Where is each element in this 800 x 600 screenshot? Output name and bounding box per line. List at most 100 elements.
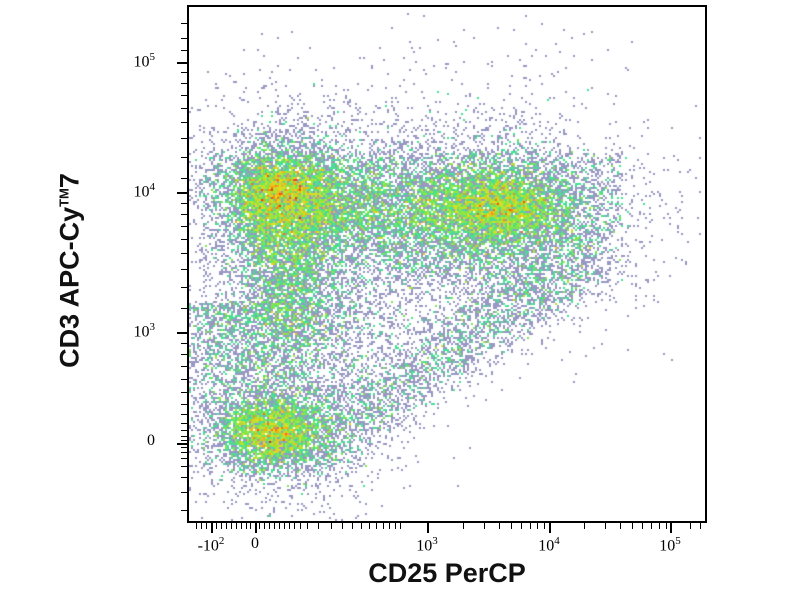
x-axis-minor-tick xyxy=(544,523,545,529)
y-axis-tick-label: 0 xyxy=(147,432,155,449)
x-axis-tick-label: 103 xyxy=(416,535,438,555)
x-axis-major-tick xyxy=(211,523,213,533)
x-axis-minor-tick xyxy=(342,523,343,529)
y-axis-tick-label: 103 xyxy=(133,321,156,341)
y-axis-minor-tick xyxy=(181,203,187,204)
y-axis-minor-tick xyxy=(181,214,187,215)
y-axis-minor-tick xyxy=(181,354,187,355)
x-axis-minor-tick xyxy=(231,523,232,529)
x-axis-minor-tick xyxy=(221,523,222,529)
x-axis-minor-tick xyxy=(226,523,227,529)
x-axis-minor-tick xyxy=(666,523,667,529)
x-axis-tick-label: -102 xyxy=(197,535,225,555)
x-axis-minor-tick xyxy=(389,523,390,529)
x-axis-minor-tick xyxy=(521,523,522,529)
x-axis-minor-tick xyxy=(700,523,701,529)
x-axis-minor-tick xyxy=(463,523,464,529)
y-axis-minor-tick xyxy=(181,253,187,254)
trademark-mark: TM xyxy=(56,188,72,207)
x-axis-minor-tick xyxy=(206,523,207,529)
x-axis-minor-tick xyxy=(651,523,652,529)
y-axis-minor-tick xyxy=(181,239,187,240)
y-axis-minor-tick xyxy=(181,379,187,380)
y-axis-tick-label: 104 xyxy=(133,181,156,201)
y-axis-minor-tick xyxy=(181,178,187,179)
x-axis-minor-tick xyxy=(300,523,301,529)
y-axis-minor-tick xyxy=(181,226,187,227)
x-axis-minor-tick xyxy=(530,523,531,529)
x-axis-minor-tick xyxy=(318,523,319,529)
x-axis-minor-tick xyxy=(395,523,396,529)
x-axis-minor-tick xyxy=(632,523,633,529)
x-axis-tick-label: 104 xyxy=(538,535,560,555)
x-axis-minor-tick xyxy=(269,523,270,529)
x-axis-minor-tick xyxy=(307,523,308,529)
y-axis-minor-tick xyxy=(181,440,187,441)
y-axis-minor-tick xyxy=(181,83,187,84)
x-axis-minor-tick xyxy=(284,523,285,529)
x-axis-minor-tick xyxy=(264,523,265,529)
x-axis-tick-label: 0 xyxy=(251,535,259,552)
x-axis-minor-tick xyxy=(361,523,362,529)
y-axis-minor-tick xyxy=(181,108,187,109)
y-axis-major-tick xyxy=(177,332,187,334)
y-axis-minor-tick xyxy=(181,404,187,405)
y-axis-minor-tick xyxy=(181,423,187,424)
x-axis-major-tick xyxy=(549,523,551,533)
x-axis-minor-tick xyxy=(236,523,237,529)
x-axis-tick-label: 105 xyxy=(659,535,681,555)
y-axis-minor-tick xyxy=(181,477,187,478)
y-axis-major-tick xyxy=(177,443,187,445)
x-axis-minor-tick xyxy=(279,523,280,529)
x-axis-minor-tick xyxy=(642,523,643,529)
y-axis-minor-tick xyxy=(181,157,187,158)
x-axis-minor-tick xyxy=(605,523,606,529)
y-axis-minor-tick xyxy=(181,269,187,270)
y-axis-minor-tick xyxy=(181,430,187,431)
x-axis-minor-tick xyxy=(484,523,485,529)
y-axis-minor-tick xyxy=(181,287,187,288)
plot-area xyxy=(187,5,707,523)
y-axis-major-tick xyxy=(177,192,187,194)
y-axis-title-main: CD3 APC-Cy xyxy=(54,206,85,368)
y-axis-major-tick xyxy=(177,62,187,64)
y-axis-minor-tick xyxy=(181,38,187,39)
y-axis-minor-tick xyxy=(181,138,187,139)
x-axis-minor-tick xyxy=(274,523,275,529)
x-axis-minor-tick xyxy=(499,523,500,529)
x-axis-major-tick xyxy=(427,523,429,533)
y-axis-minor-tick xyxy=(181,510,187,511)
x-axis-minor-tick xyxy=(659,523,660,529)
y-axis-tick-label: 105 xyxy=(133,51,156,71)
x-axis-minor-tick xyxy=(289,523,290,529)
y-axis-minor-tick xyxy=(181,366,187,367)
y-axis-minor-tick xyxy=(181,308,187,309)
x-axis-minor-tick xyxy=(246,523,247,529)
y-axis-minor-tick xyxy=(181,50,187,51)
y-axis-minor-tick xyxy=(181,466,187,467)
y-axis-minor-tick xyxy=(181,392,187,393)
y-axis-minor-tick xyxy=(181,72,187,73)
y-axis-minor-tick xyxy=(181,122,187,123)
x-axis-minor-tick xyxy=(537,523,538,529)
x-axis-major-tick xyxy=(670,523,672,533)
x-axis-minor-tick xyxy=(690,523,691,529)
x-axis-minor-tick xyxy=(216,523,217,529)
x-axis-minor-tick xyxy=(584,523,585,529)
x-axis-minor-tick xyxy=(331,523,332,529)
x-axis-minor-tick xyxy=(250,523,251,529)
x-axis-major-tick xyxy=(255,523,257,533)
x-axis-minor-tick xyxy=(241,523,242,529)
x-axis-minor-tick xyxy=(400,523,401,529)
x-axis-minor-tick xyxy=(352,523,353,529)
y-axis-minor-tick xyxy=(181,492,187,493)
y-axis-minor-tick xyxy=(181,458,187,459)
y-axis-minor-tick xyxy=(181,436,187,437)
x-axis-minor-tick xyxy=(369,523,370,529)
x-axis-minor-tick xyxy=(383,523,384,529)
x-axis-minor-tick xyxy=(196,523,197,529)
y-axis-minor-tick xyxy=(181,452,187,453)
y-axis-minor-tick xyxy=(181,447,187,448)
x-axis-minor-tick xyxy=(201,523,202,529)
